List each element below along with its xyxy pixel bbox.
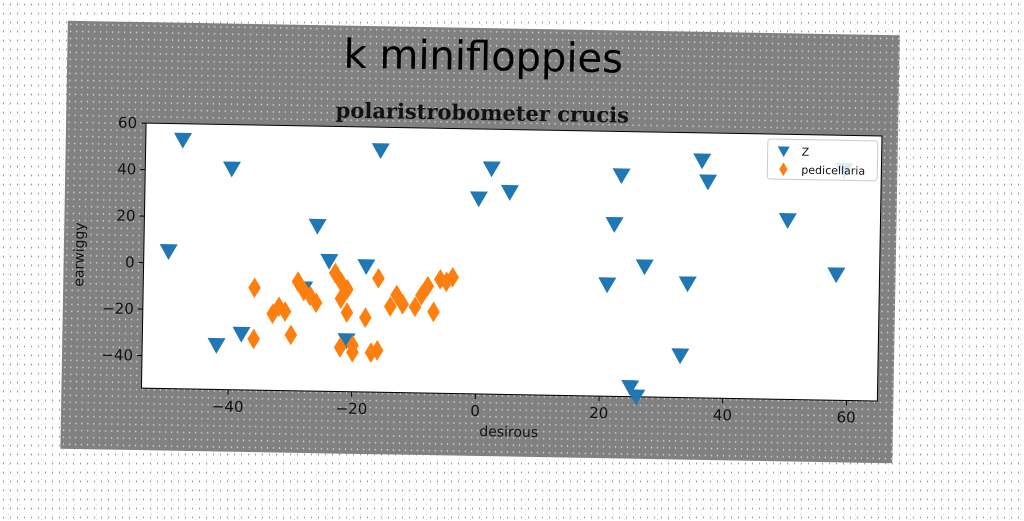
- x-tick-label: 60: [836, 408, 855, 426]
- y-tick-label: −20: [102, 299, 134, 318]
- y-tick-label: 0: [125, 253, 135, 271]
- legend-label: Z: [802, 146, 810, 159]
- x-axis-label: desirous: [479, 424, 538, 441]
- y-tick-label: −40: [101, 346, 133, 365]
- chart-canvas: k minifloppies polaristrobometer crucis …: [60, 21, 899, 463]
- x-tick-label: −40: [212, 397, 244, 416]
- legend-label: pedicellaria: [801, 164, 865, 178]
- y-tick-label: 60: [118, 114, 137, 132]
- scatter-plot: −40 −20 0 20 40 60 −40 −20 0 20 40 60 Zpedicellaria…: [60, 21, 899, 463]
- x-tick-label: 40: [713, 406, 732, 424]
- y-tick-label: 20: [116, 207, 135, 225]
- y-tick-label: 40: [117, 160, 136, 178]
- y-axis-label: earwiggy: [71, 222, 88, 287]
- triangle-marker: [627, 389, 645, 405]
- x-tick-label: 0: [470, 402, 480, 420]
- x-tick-label: −20: [335, 400, 367, 419]
- x-tick-label: 20: [589, 404, 608, 422]
